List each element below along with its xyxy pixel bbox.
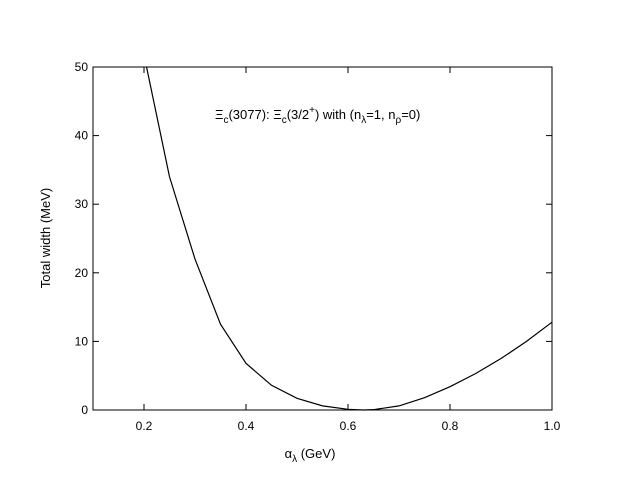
x-axis-label: αλ (GeV) — [285, 446, 336, 465]
x-tick-label: 0.2 — [136, 419, 153, 433]
curve — [145, 66, 553, 411]
x-tick-label: 0.8 — [442, 419, 459, 433]
x-tick-label: 0.4 — [238, 419, 255, 433]
y-tick-label: 0 — [81, 403, 88, 417]
y-tick-label: 50 — [75, 60, 89, 74]
y-tick-label: 40 — [75, 129, 89, 143]
y-axis-label: Total width (MeV) — [38, 188, 53, 288]
x-tick-label: 1.0 — [544, 419, 561, 433]
plot-frame — [92, 66, 553, 411]
y-tick-label: 30 — [75, 197, 89, 211]
y-tick-label: 10 — [75, 334, 89, 348]
x-tick-label: 0.6 — [340, 419, 357, 433]
annotation: Ξc(3077): Ξc(3/2+) with (nλ=1, nρ=0) — [215, 105, 420, 126]
y-tick-label: 20 — [75, 266, 89, 280]
